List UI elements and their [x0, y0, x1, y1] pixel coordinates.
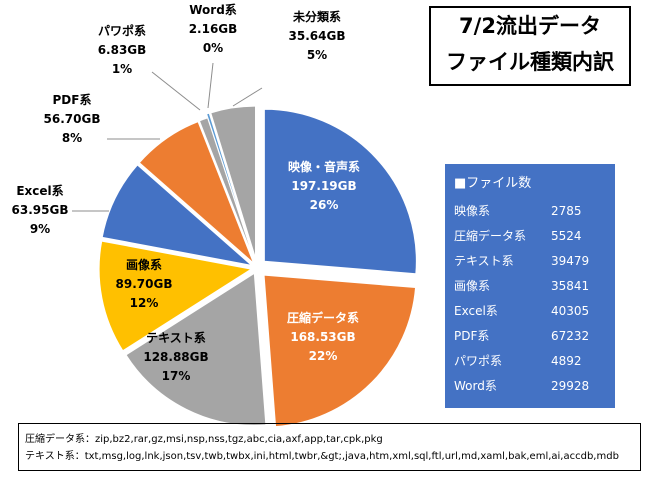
file-count-row: 映像系 2785 — [454, 199, 615, 224]
data-label: 圧縮データ系 168.53GB 22% — [287, 310, 359, 363]
data-label: Excel系 63.95GB 9% — [12, 183, 69, 236]
leader-line — [207, 62, 214, 109]
file-count-name: 画像系 — [454, 279, 491, 293]
file-count-row: PDF系 67232 — [454, 324, 615, 349]
chart-title-line-1: 7/2流出データ — [459, 14, 601, 38]
compressed-extensions-note: 圧縮データ系：zip,bz2,rar,gz,msi,nsp,nss,tgz,ab… — [25, 434, 383, 445]
data-label-value: 63.95GB — [12, 203, 69, 217]
file-count-name: 映像系 — [454, 204, 491, 218]
leader-line — [232, 87, 263, 107]
pie-slice — [125, 272, 267, 426]
pie-slice — [138, 120, 255, 264]
file-count-row: テキスト系 39479 — [454, 249, 615, 274]
file-count-row: 圧縮データ系 5524 — [454, 224, 615, 249]
extension-notes: 圧縮データ系：zip,bz2,rar,gz,msi,nsp,nss,tgz,ab… — [18, 423, 641, 471]
file-count-header: ■ファイル数 — [454, 176, 532, 191]
data-label-name: 圧縮データ系 — [287, 310, 359, 325]
data-label-name: パワポ系 — [98, 23, 146, 38]
chart-title: 7/2流出データ ファイル種類内訳 — [429, 6, 631, 86]
data-label: パワポ系 6.83GB 1% — [98, 23, 147, 76]
file-count-value: 4892 — [551, 354, 582, 368]
file-count-name: PDF系 — [454, 329, 490, 343]
file-count-name: 圧縮データ系 — [454, 229, 527, 243]
leader-line — [151, 71, 201, 111]
file-count-value: 29928 — [551, 379, 590, 393]
data-label-percent: 17% — [162, 369, 191, 383]
data-label-percent: 22% — [309, 349, 338, 363]
text-extensions-note: テキスト系：txt,msg,log,lnk,json,tsv,twb,twbx,… — [25, 451, 619, 462]
file-count-name: テキスト系 — [454, 254, 514, 268]
data-label-name: PDF系 — [53, 92, 92, 107]
file-count-name: Excel系 — [454, 304, 498, 318]
data-label-value: 56.70GB — [44, 112, 101, 126]
file-count-value: 39479 — [551, 254, 590, 268]
pie-slice — [263, 108, 417, 275]
data-label-name: 未分類系 — [292, 9, 341, 24]
data-label-name: テキスト系 — [146, 330, 206, 345]
data-label-value: 197.19GB — [291, 179, 356, 193]
data-label-percent: 26% — [310, 198, 339, 212]
data-label: テキスト系 128.88GB 17% — [143, 330, 208, 383]
file-count-value: 40305 — [551, 304, 590, 318]
pie-slice — [205, 112, 255, 259]
file-count-value: 2785 — [551, 204, 582, 218]
file-count-name: パワポ系 — [454, 354, 503, 368]
data-label-name: Excel系 — [16, 183, 63, 198]
data-label-percent: 12% — [130, 296, 159, 310]
pie-slice — [98, 240, 253, 352]
file-count-row: パワポ系 4892 — [454, 349, 615, 374]
file-count-value: 35841 — [551, 279, 590, 293]
data-label-value: 35.64GB — [289, 29, 346, 43]
data-label: 画像系 89.70GB 12% — [116, 257, 173, 310]
chart-title-line-2: ファイル種類内訳 — [446, 50, 614, 74]
data-label: 映像・音声系 197.19GB 26% — [288, 159, 360, 212]
data-label: 未分類系 35.64GB 5% — [289, 9, 346, 62]
data-label: PDF系 56.70GB 8% — [44, 92, 101, 145]
file-count-row: Word系 29928 — [454, 374, 615, 399]
data-label-name: Word系 — [189, 2, 237, 17]
file-count-table: ■ファイル数 映像系 2785 圧縮データ系 5524 テキスト系 39479 画像系… — [445, 164, 615, 408]
file-count-value: 5524 — [551, 229, 582, 243]
data-label-percent: 5% — [307, 48, 327, 62]
data-label-percent: 9% — [30, 222, 50, 236]
data-label-value: 6.83GB — [98, 43, 147, 57]
file-count-row: Excel系 40305 — [454, 299, 615, 324]
data-label: Word系 2.16GB 0% — [189, 2, 238, 55]
pie-slice — [263, 274, 417, 428]
data-label-value: 168.53GB — [290, 330, 355, 344]
file-count-value: 67232 — [551, 329, 590, 343]
pie-slice — [210, 105, 257, 259]
data-label-name: 画像系 — [126, 257, 162, 272]
file-count-name: Word系 — [454, 379, 497, 393]
data-label-value: 2.16GB — [189, 22, 238, 36]
data-label-percent: 8% — [62, 131, 82, 145]
data-label-value: 89.70GB — [116, 277, 173, 291]
data-label-percent: 0% — [203, 41, 223, 55]
file-count-row: 画像系 35841 — [454, 274, 615, 299]
data-label-percent: 1% — [112, 62, 132, 76]
data-label-value: 128.88GB — [143, 350, 208, 364]
pie-slice — [101, 164, 254, 267]
data-label-name: 映像・音声系 — [288, 159, 360, 174]
